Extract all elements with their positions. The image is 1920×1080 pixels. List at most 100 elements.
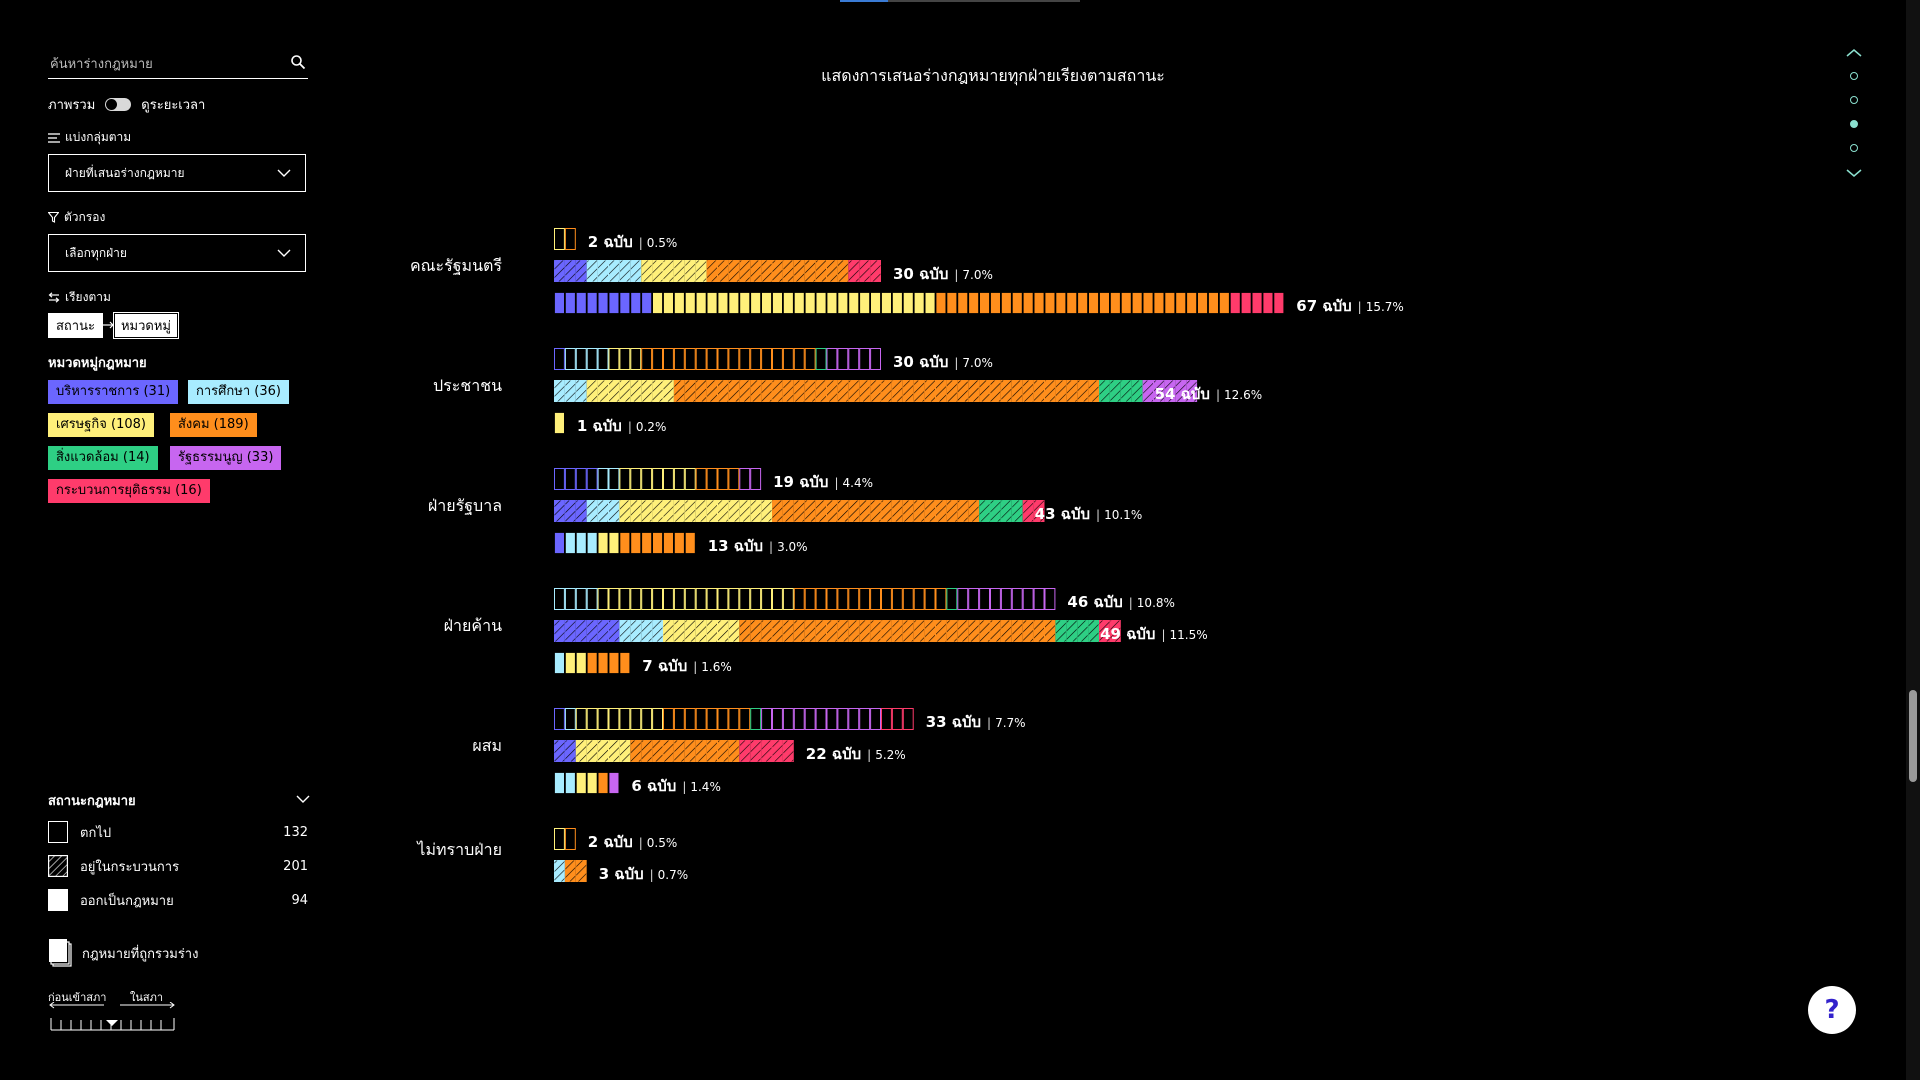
bill-cell[interactable] xyxy=(575,772,587,794)
bill-cell[interactable] xyxy=(924,292,936,314)
bill-cell[interactable] xyxy=(575,588,587,610)
bill-cell[interactable] xyxy=(782,708,794,730)
bill-cell[interactable] xyxy=(739,292,751,314)
bill-cell[interactable] xyxy=(1044,292,1056,314)
bill-cell[interactable] xyxy=(1110,292,1121,314)
bill-cell[interactable] xyxy=(837,348,849,370)
bill-cell[interactable] xyxy=(674,532,685,554)
bill-cell[interactable] xyxy=(554,292,565,314)
help-button[interactable]: ? xyxy=(1808,986,1856,1034)
bill-cell[interactable] xyxy=(554,708,565,730)
bill-cell[interactable] xyxy=(630,708,642,730)
bill-cell[interactable] xyxy=(1219,292,1230,314)
bill-cell[interactable] xyxy=(717,292,729,314)
bill-cell[interactable] xyxy=(837,708,849,730)
bill-cell[interactable] xyxy=(663,532,674,554)
bill-cell[interactable] xyxy=(684,588,696,610)
category-tag[interactable]: การศึกษา (36) xyxy=(188,380,289,404)
bill-cell[interactable] xyxy=(706,468,718,490)
bill-cell[interactable] xyxy=(684,348,696,370)
bill-cell[interactable] xyxy=(870,292,881,314)
bill-cell[interactable] xyxy=(761,588,772,610)
bill-cell[interactable] xyxy=(728,468,740,490)
bill-cell[interactable] xyxy=(761,708,772,730)
bill-cell[interactable] xyxy=(739,468,751,490)
bill-cell[interactable] xyxy=(684,468,696,490)
bill-cell[interactable] xyxy=(1011,292,1023,314)
bill-cell[interactable] xyxy=(608,772,620,794)
bill-cell[interactable] xyxy=(564,228,576,250)
bill-cell[interactable] xyxy=(924,588,936,610)
bill-cell[interactable] xyxy=(717,588,729,610)
nav-dot-3[interactable] xyxy=(1850,120,1858,128)
bill-cell[interactable] xyxy=(608,708,620,730)
bill-cell[interactable] xyxy=(772,292,783,314)
bill-cell[interactable] xyxy=(1131,292,1143,314)
search-icon[interactable] xyxy=(290,54,306,70)
bill-cell[interactable] xyxy=(848,348,860,370)
bill-cell[interactable] xyxy=(608,468,620,490)
category-tag[interactable]: สังคม (189) xyxy=(170,413,257,437)
bill-cell[interactable] xyxy=(1142,292,1154,314)
category-tag[interactable]: บริหารราชการ (31) xyxy=(48,380,179,404)
bill-cell[interactable] xyxy=(804,708,816,730)
bill-cell[interactable] xyxy=(695,468,707,490)
bill-cell[interactable] xyxy=(695,708,707,730)
chevron-up-icon[interactable] xyxy=(1845,48,1863,58)
bill-cell[interactable] xyxy=(782,588,794,610)
category-tag[interactable]: เศรษฐกิจ (108) xyxy=(48,413,154,437)
bill-cell[interactable] xyxy=(717,348,729,370)
bill-cell[interactable] xyxy=(815,588,827,610)
bill-cell[interactable] xyxy=(597,708,609,730)
bill-cell[interactable] xyxy=(619,292,631,314)
bill-cell[interactable] xyxy=(630,348,642,370)
bill-cell[interactable] xyxy=(706,292,718,314)
bill-cell[interactable] xyxy=(652,532,663,554)
bill-cell[interactable] xyxy=(684,708,696,730)
bill-cell[interactable] xyxy=(652,292,663,314)
bill-cell[interactable] xyxy=(597,652,609,674)
bill-cell[interactable] xyxy=(673,348,685,370)
bill-cell[interactable] xyxy=(859,708,871,730)
bill-cell[interactable] xyxy=(695,348,707,370)
bill-cell[interactable] xyxy=(902,588,914,610)
bill-cell[interactable] xyxy=(564,828,576,850)
bill-cell[interactable] xyxy=(859,588,871,610)
nav-dot-2[interactable] xyxy=(1850,96,1858,104)
bill-cell[interactable] xyxy=(554,412,565,434)
filter-dropdown[interactable]: เลือกทุกฝ่าย xyxy=(48,234,306,272)
bill-cell[interactable] xyxy=(1001,292,1012,314)
bill-cell[interactable] xyxy=(968,292,980,314)
bill-cell[interactable] xyxy=(946,588,958,610)
bill-cell[interactable] xyxy=(1251,292,1263,314)
bill-cell[interactable] xyxy=(619,652,631,674)
bill-cell[interactable] xyxy=(946,292,958,314)
bill-cell[interactable] xyxy=(706,588,718,610)
chevron-down-icon[interactable] xyxy=(1845,168,1863,178)
bill-cell[interactable] xyxy=(837,292,849,314)
bill-cell[interactable] xyxy=(783,292,794,314)
category-tag[interactable]: สิ่งแวดล้อม (14) xyxy=(48,446,158,470)
bill-cell[interactable] xyxy=(575,468,587,490)
bill-cell[interactable] xyxy=(575,292,587,314)
bill-cell[interactable] xyxy=(565,292,576,314)
bill-cell[interactable] xyxy=(750,588,762,610)
bill-cell[interactable] xyxy=(826,588,838,610)
bill-cell[interactable] xyxy=(586,468,598,490)
bill-cell[interactable] xyxy=(586,588,598,610)
bill-cell[interactable] xyxy=(652,468,663,490)
bill-cell[interactable] xyxy=(663,708,674,730)
bill-cell[interactable] xyxy=(728,348,740,370)
bill-cell[interactable] xyxy=(695,292,707,314)
bill-cell[interactable] xyxy=(848,588,860,610)
bill-cell[interactable] xyxy=(597,532,609,554)
bill-cell[interactable] xyxy=(1011,588,1023,610)
bill-cell[interactable] xyxy=(1240,292,1252,314)
bill-cell[interactable] xyxy=(608,532,620,554)
bill-cell[interactable] xyxy=(750,348,762,370)
bill-cell[interactable] xyxy=(761,292,772,314)
bill-cell[interactable] xyxy=(564,348,576,370)
bill-cell[interactable] xyxy=(608,292,620,314)
toggle-label-overview[interactable]: ภาพรวม xyxy=(48,97,96,113)
bill-cell[interactable] xyxy=(619,348,631,370)
